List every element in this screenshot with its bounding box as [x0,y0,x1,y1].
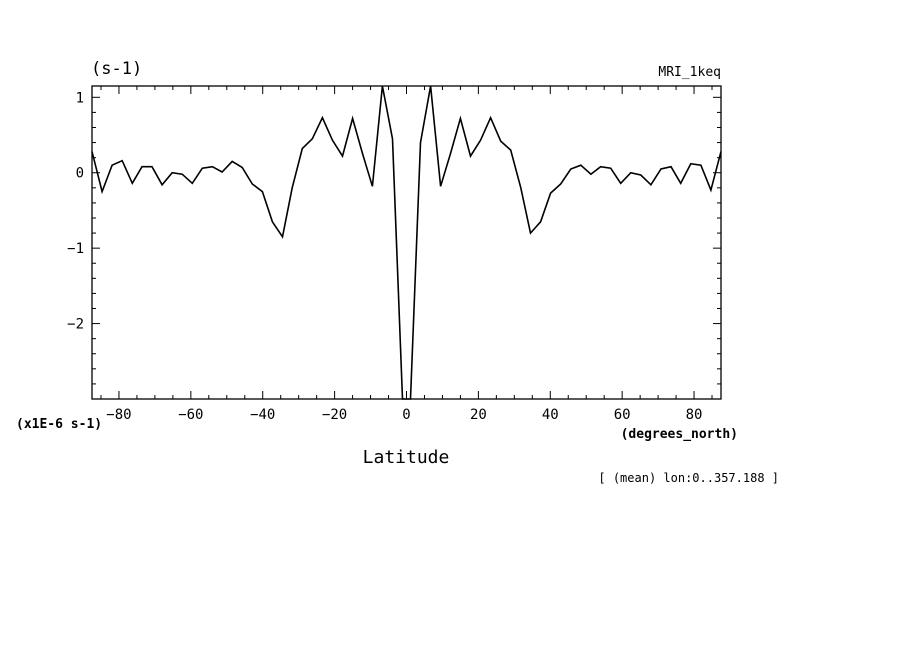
x-tick-label: 80 [686,407,703,423]
y-tick-label: 1 [76,90,84,106]
x-tick-label: −60 [178,407,203,423]
chart-title: (s-1) [91,59,142,79]
y-axis-tick-labels: 1 0 −1 −2 [67,90,84,332]
y-tick-label: −1 [67,241,84,257]
y-axis-ticks [92,96,721,385]
x-tick-label: −20 [322,407,347,423]
x-axis-tick-labels: −80 −60 −40 −20 0 20 40 60 80 [106,407,702,423]
x-unit-label: (degrees_north) [621,427,738,442]
x-tick-label: −40 [250,407,275,423]
plot-frame [91,85,722,400]
x-tick-label: 40 [542,407,559,423]
x-tick-label: 0 [402,407,410,423]
series-line [91,85,722,400]
x-tick-label: −80 [106,407,131,423]
y-tick-label: 0 [76,166,84,182]
x-axis-ticks [100,86,713,399]
x-tick-label: 20 [470,407,487,423]
y-scale-note: (x1E-6 s-1) [16,417,102,432]
model-label: MRI_1keq [658,65,721,80]
x-tick-label: 60 [614,407,631,423]
y-tick-label: −2 [67,317,84,333]
footer-note: [ (mean) lon:0..357.188 ] [598,471,779,485]
x-axis-label: Latitude [363,447,450,468]
